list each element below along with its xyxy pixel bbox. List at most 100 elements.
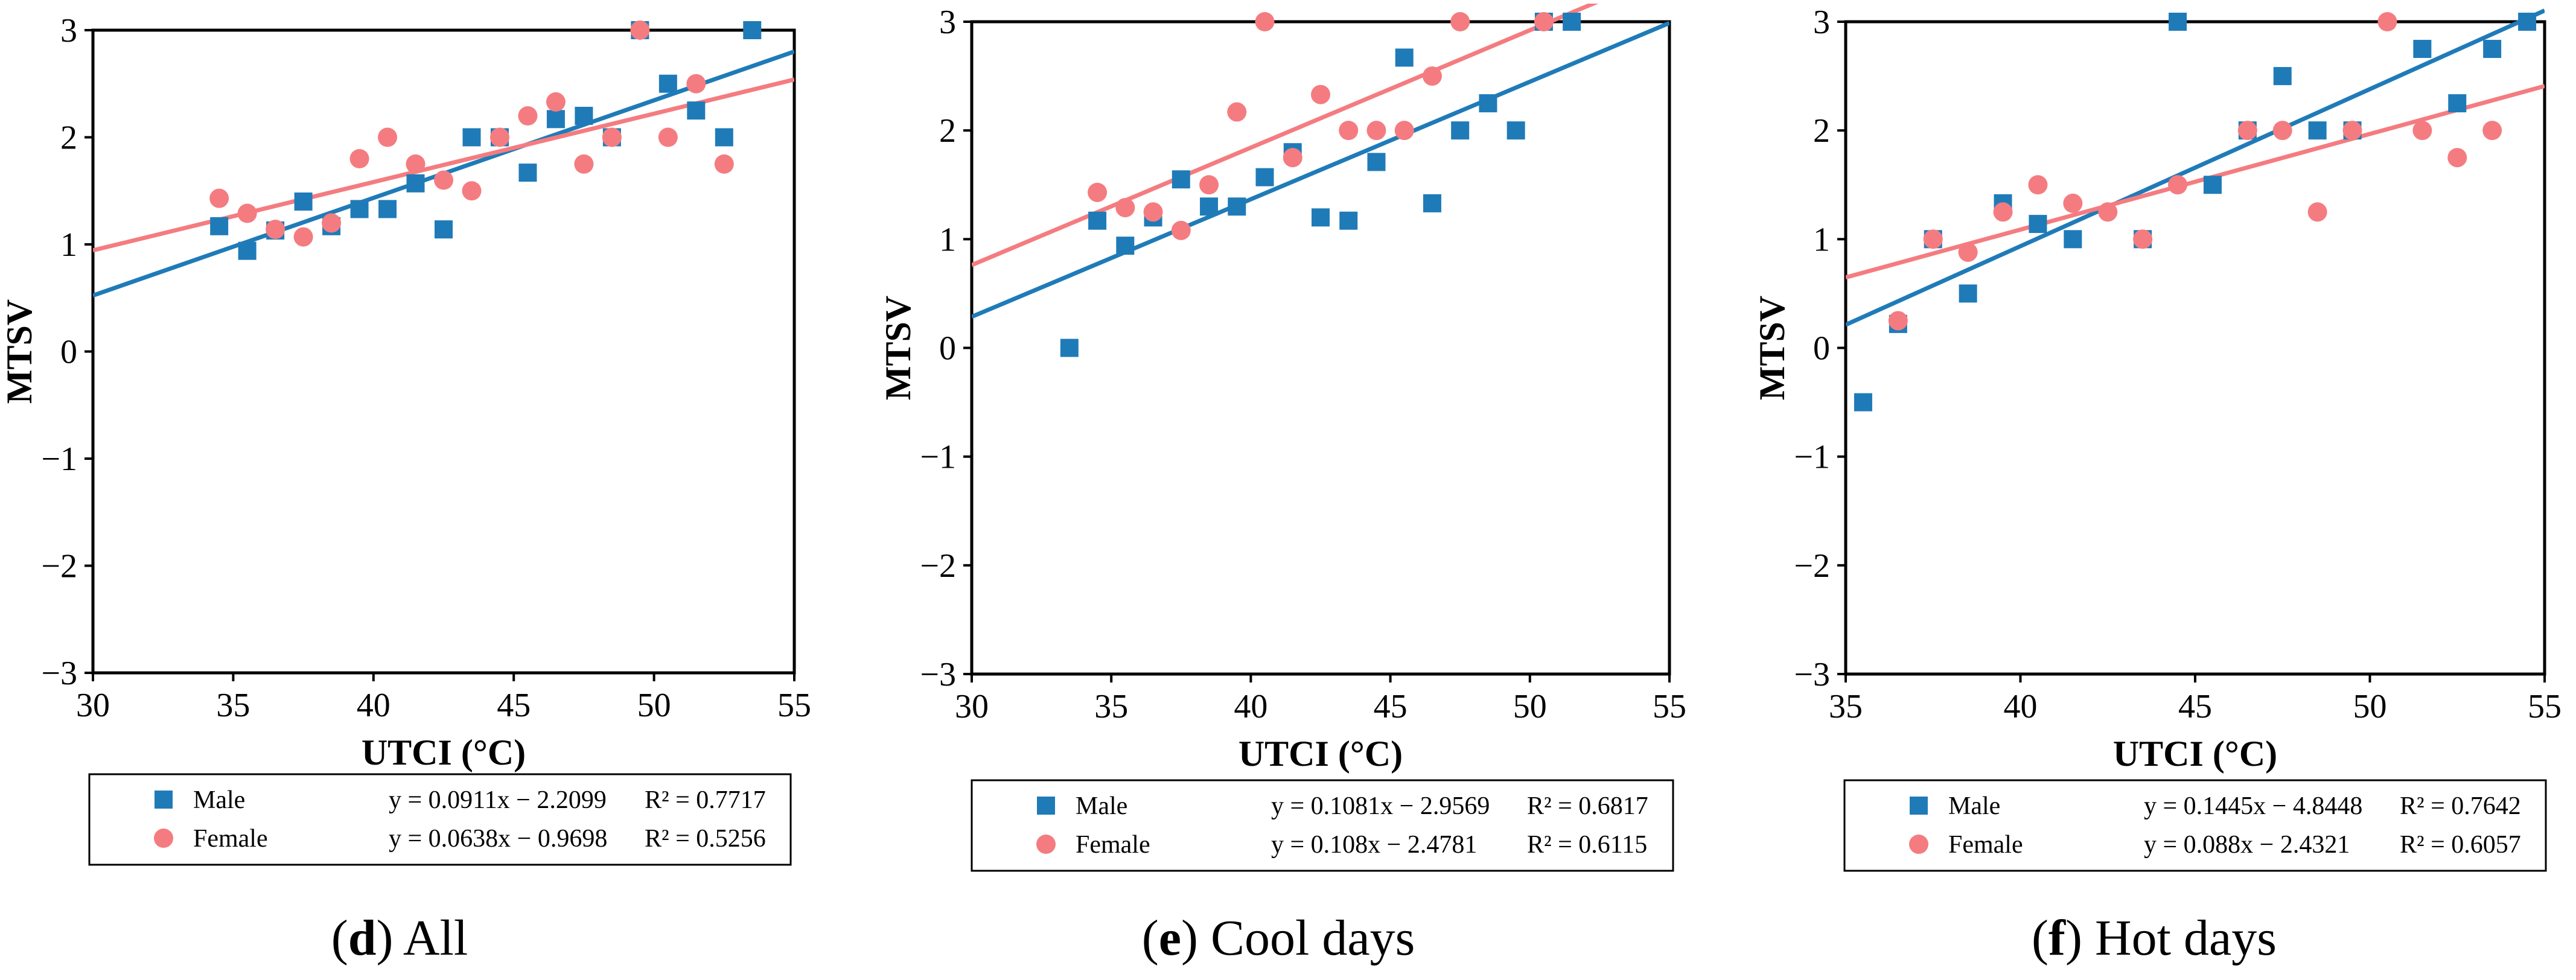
y-tick-label: 3 [1813,4,1830,41]
point-male [210,217,229,235]
legend-marker-female [1036,835,1056,854]
panel-f: 35 40 45 50 55 −3 −2 −1 0 1 2 3 UTCI (°C) MTSV Male y =… [1752,4,2562,966]
point-male [687,101,706,120]
y-tick-label: −3 [920,656,956,693]
point-female [1534,12,1554,31]
equation-female: y = 0.108x − 2.4781 [1271,831,1477,859]
point-male [2203,176,2222,194]
legend-box [88,773,792,866]
x-tick-label: 30 [955,688,989,725]
point-female [1115,198,1135,218]
trendline-female [93,77,794,253]
point-female [2342,121,2362,141]
panel-letter: d [348,910,377,966]
x-axis-title: UTCI (°C) [362,733,526,772]
point-male [1479,94,1497,113]
x-tick-label: 45 [1374,688,1408,725]
x-tick-label: 55 [1653,688,1686,725]
x-tick-label: 45 [497,687,531,724]
point-male [743,21,762,39]
point-female [1993,202,2013,222]
point-female [1366,121,1386,141]
point-male [1088,211,1107,230]
x-axis-title: UTCI (°C) [2113,734,2277,774]
legend-label-female: Female [193,825,268,853]
legend-label-female: Female [1076,831,1150,859]
panel-caption: (f) Hot days [2032,910,2277,966]
point-male [1563,13,1581,31]
point-female [1339,121,1359,141]
x-tick-label: 45 [2178,688,2212,725]
point-female [658,127,678,147]
point-male [518,164,537,182]
point-female [2098,202,2118,222]
point-female [2482,121,2502,141]
point-female [518,106,538,126]
point-male [1228,197,1246,216]
legend-label-female: Female [1948,831,2023,859]
x-tick-label: 55 [777,687,811,724]
legend: Male y = 0.0911x − 2.2099 R² = 0.7717 Femal… [88,773,792,866]
point-female [2272,121,2292,141]
point-female [1422,66,1442,86]
x-tick-label: 35 [1094,688,1128,725]
y-tick-label: 1 [60,226,77,264]
point-male [1172,170,1190,189]
point-male [350,200,369,218]
panel-letter: f [2048,910,2066,966]
point-female [322,213,342,233]
point-female [2168,175,2188,195]
y-axis-title: MTSV [878,296,918,400]
point-female [434,170,453,190]
point-male [238,241,257,260]
point-female [209,188,229,208]
point-male [2518,13,2537,31]
point-female [1283,148,1302,168]
legend-box [1843,779,2547,872]
point-male [715,128,733,147]
point-female [1171,220,1191,240]
plot-frame [1844,20,2546,676]
y-tick-label: −1 [1794,439,1830,476]
legend-label-male: Male [193,786,245,814]
point-male [2064,230,2082,249]
point-male [406,174,425,192]
y-tick-label: −1 [41,441,77,478]
point-male [1367,153,1386,171]
legend-label-male: Male [1948,792,2000,820]
point-male [1060,339,1079,357]
r-squared-male: R² = 0.7717 [645,786,766,814]
x-axis-title: UTCI (°C) [1239,734,1403,774]
point-female [2237,121,2257,141]
y-tick-label: 1 [939,221,956,258]
point-female [1227,102,1247,122]
y-tick-label: −1 [920,439,956,476]
point-male [546,110,565,129]
y-tick-label: 2 [60,119,77,157]
point-female [602,127,622,147]
equation-male: y = 0.1081x − 2.9569 [1271,792,1490,820]
point-female [378,127,398,147]
equation-male: y = 0.1445x − 4.8448 [2144,792,2362,820]
point-male [435,220,453,239]
point-female [462,181,482,201]
point-male [1451,121,1470,140]
legend-marker-male [155,791,173,809]
y-tick-label: 1 [1813,221,1830,258]
legend-label-male: Male [1076,792,1127,820]
point-female [546,92,566,112]
plot-frame [91,28,796,675]
point-male [2308,121,2327,140]
point-male [1255,168,1274,186]
point-male [1116,237,1135,255]
point-male [1312,208,1330,227]
point-male [378,200,397,218]
point-female [266,220,285,240]
point-male [1959,284,1977,303]
x-tick-label: 50 [1513,688,1547,725]
point-female [237,203,257,223]
x-tick-label: 35 [216,687,250,724]
point-female [2412,121,2432,141]
point-male [1854,393,1872,412]
